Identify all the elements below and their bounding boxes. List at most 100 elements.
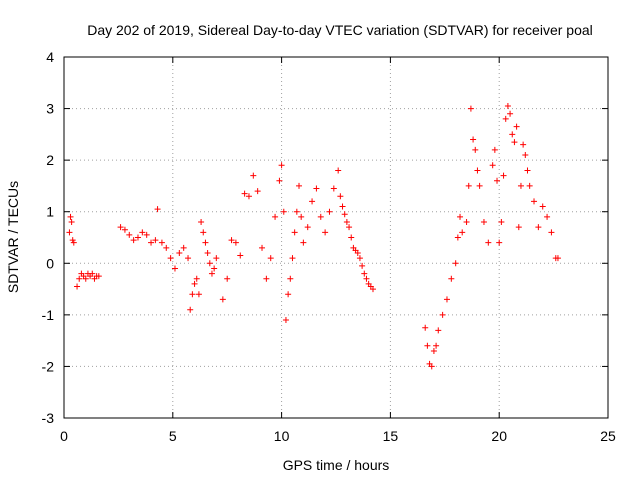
data-point: [361, 270, 368, 277]
data-point: [428, 363, 435, 370]
data-point: [476, 182, 483, 189]
data-point: [232, 239, 239, 246]
series-seg4: [187, 219, 220, 313]
data-point: [287, 275, 294, 282]
series-seg2: [74, 270, 102, 290]
data-point: [531, 198, 538, 205]
data-point: [548, 229, 555, 236]
data-point: [554, 255, 561, 262]
data-point: [198, 219, 205, 226]
data-point: [130, 237, 137, 244]
data-point: [143, 231, 150, 238]
data-point: [470, 136, 477, 143]
data-point: [189, 291, 196, 298]
data-point: [280, 208, 287, 215]
data-point: [211, 265, 218, 272]
data-point: [259, 244, 266, 251]
data-point: [341, 211, 348, 218]
data-point: [346, 224, 353, 231]
data-point: [348, 234, 355, 241]
data-point: [507, 110, 514, 117]
data-point: [152, 237, 159, 244]
data-point: [359, 262, 366, 269]
data-point: [539, 203, 546, 210]
data-point: [191, 280, 198, 287]
data-point: [494, 177, 501, 184]
data-point: [163, 244, 170, 251]
data-point: [522, 151, 529, 158]
data-point: [245, 193, 252, 200]
data-point: [285, 291, 292, 298]
data-point: [250, 172, 257, 179]
x-tick-label: 5: [169, 428, 177, 444]
data-point: [158, 239, 165, 246]
data-point: [485, 239, 492, 246]
data-point: [454, 234, 461, 241]
data-point: [480, 219, 487, 226]
y-tick-label: -3: [42, 410, 55, 426]
data-point: [335, 167, 342, 174]
data-point: [200, 229, 207, 236]
data-point: [515, 224, 522, 231]
data-point: [369, 286, 376, 293]
data-point: [278, 162, 285, 169]
y-tick-label: -2: [42, 358, 55, 374]
data-point: [267, 255, 274, 262]
data-point: [185, 255, 192, 262]
data-point: [502, 115, 509, 122]
series-seg5: [219, 172, 283, 303]
data-point: [459, 229, 466, 236]
data-point: [154, 206, 161, 213]
data-point: [206, 260, 213, 267]
x-tick-label: 0: [60, 428, 68, 444]
data-point: [337, 193, 344, 200]
grid-lines: [64, 57, 608, 418]
data-point: [67, 213, 74, 220]
data-point: [513, 123, 520, 130]
data-point: [241, 190, 248, 197]
data-point: [343, 219, 350, 226]
data-point: [317, 213, 324, 220]
data-point: [500, 172, 507, 179]
data-point: [219, 296, 226, 303]
data-point: [121, 226, 128, 233]
data-point: [422, 324, 429, 331]
data-point: [535, 224, 542, 231]
data-point: [498, 219, 505, 226]
data-point: [228, 237, 235, 244]
data-point: [363, 275, 370, 282]
data-point: [171, 265, 178, 272]
data-point: [76, 275, 83, 282]
data-point: [289, 255, 296, 262]
data-point: [208, 270, 215, 277]
series-seg10: [507, 110, 561, 262]
data-point: [82, 275, 89, 282]
data-point: [300, 239, 307, 246]
data-points: [66, 102, 561, 370]
data-point: [296, 182, 303, 189]
plot-frame: [63, 56, 609, 419]
data-point: [126, 231, 133, 238]
y-tick-label: 3: [46, 101, 54, 117]
series-seg8: [422, 182, 472, 370]
data-point: [263, 275, 270, 282]
data-point: [496, 239, 503, 246]
y-axis-label: SDTVAR / TECUs: [5, 181, 21, 293]
data-point: [204, 249, 211, 256]
data-point: [339, 203, 346, 210]
series-seg7: [337, 193, 376, 293]
data-point: [202, 239, 209, 246]
data-point: [424, 342, 431, 349]
y-tick-label: 2: [46, 152, 54, 168]
data-point: [435, 327, 442, 334]
data-point: [95, 273, 102, 280]
series-seg3: [117, 206, 192, 272]
data-point: [448, 275, 455, 282]
data-point: [463, 219, 470, 226]
data-point: [491, 146, 498, 153]
data-point: [272, 213, 279, 220]
data-point: [89, 270, 96, 277]
data-point: [70, 239, 77, 246]
data-point: [520, 141, 527, 148]
